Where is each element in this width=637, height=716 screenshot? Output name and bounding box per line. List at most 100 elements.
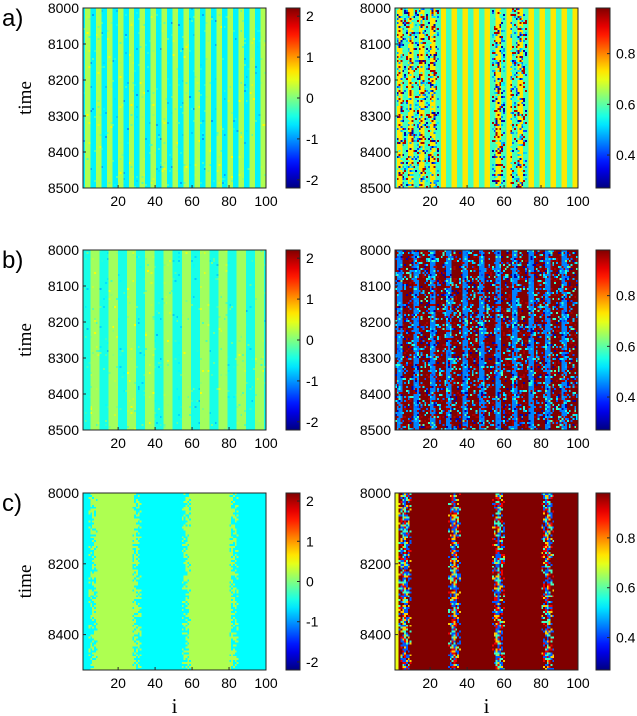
heatmap-cell xyxy=(227,22,234,25)
heatmap-cell xyxy=(198,158,201,161)
heatmap-cell xyxy=(156,116,163,119)
heatmap-cell xyxy=(244,98,250,101)
heatmap-cell xyxy=(163,120,168,123)
heatmap-cell xyxy=(106,46,113,49)
heatmap-cell xyxy=(83,156,86,159)
heatmap-cell xyxy=(90,12,97,15)
heatmap-cell xyxy=(161,162,164,165)
heatmap-cell xyxy=(424,32,431,35)
heatmap-cell xyxy=(84,84,91,87)
heatmap-cell xyxy=(201,64,207,67)
heatmap-cell xyxy=(161,34,168,37)
heatmap-cell xyxy=(183,144,190,147)
heatmap-cell xyxy=(134,32,139,35)
heatmap-cell xyxy=(405,32,409,35)
heatmap-cell xyxy=(95,42,102,45)
heatmap-cell xyxy=(178,54,185,57)
heatmap-cell xyxy=(435,42,442,45)
heatmap-cell xyxy=(218,182,221,185)
heatmap-cell xyxy=(117,160,124,163)
heatmap-cell xyxy=(255,50,261,53)
heatmap-cell xyxy=(545,30,551,33)
heatmap-cell xyxy=(163,166,168,169)
heatmap-cell xyxy=(424,18,427,21)
heatmap-cell xyxy=(112,60,115,63)
heatmap-cell xyxy=(205,146,212,149)
heatmap-cell xyxy=(150,110,157,113)
heatmap-cell xyxy=(145,110,152,113)
heatmap-cell xyxy=(167,166,172,169)
heatmap-cell xyxy=(484,50,491,53)
heatmap-cell xyxy=(415,32,418,35)
heatmap-cell xyxy=(396,20,401,23)
heatmap-cell xyxy=(150,180,157,183)
heatmap-cell xyxy=(90,134,97,137)
heatmap-cell xyxy=(156,26,163,29)
heatmap-cell xyxy=(106,130,113,133)
heatmap-cell xyxy=(479,24,486,27)
heatmap-cell xyxy=(117,142,120,145)
heatmap-cell xyxy=(158,170,161,173)
heatmap-cell xyxy=(103,166,108,169)
heatmap-cell xyxy=(249,106,256,109)
heatmap-cell xyxy=(205,162,212,165)
heatmap-cell xyxy=(90,158,97,161)
heatmap-cell xyxy=(145,180,152,183)
heatmap-cell xyxy=(183,184,190,187)
heatmap-cell xyxy=(90,116,95,119)
heatmap-cell xyxy=(249,138,256,141)
heatmap-cell xyxy=(490,14,497,17)
heatmap-cell xyxy=(123,68,130,71)
heatmap-cell xyxy=(244,164,250,167)
heatmap-cell xyxy=(227,76,234,79)
heatmap-cell xyxy=(484,8,491,11)
heatmap-cell xyxy=(83,90,86,93)
heatmap-cell xyxy=(567,10,573,13)
heatmap-cell xyxy=(90,86,93,89)
heatmap-cell xyxy=(84,100,91,103)
heatmap-cell xyxy=(260,44,265,47)
heatmap-cell xyxy=(165,122,168,125)
heatmap-cell xyxy=(150,182,153,185)
heatmap-cell xyxy=(172,118,179,121)
heatmap-cell xyxy=(112,94,119,97)
heatmap-cell xyxy=(163,170,168,173)
heatmap-cell xyxy=(513,10,517,13)
heatmap-cell xyxy=(264,72,267,75)
heatmap-cell xyxy=(233,58,239,61)
heatmap-cell xyxy=(473,48,480,51)
heatmap-cell xyxy=(216,42,223,45)
heatmap-cell xyxy=(238,50,245,53)
heatmap-cell xyxy=(260,16,267,19)
heatmap-cell xyxy=(247,68,250,71)
heatmap-cell xyxy=(121,158,124,161)
heatmap-cell xyxy=(84,184,91,187)
heatmap-cell xyxy=(90,120,97,123)
heatmap-cell xyxy=(429,54,432,57)
heatmap-cell xyxy=(572,44,579,47)
heatmap-cell xyxy=(572,50,579,53)
heatmap-cell xyxy=(426,36,429,39)
heatmap-cell xyxy=(115,184,119,187)
heatmap-cell xyxy=(172,146,177,149)
heatmap-cell xyxy=(526,44,529,47)
heatmap-cell xyxy=(222,160,228,163)
heatmap-cell xyxy=(211,118,217,121)
heatmap-cell xyxy=(462,48,469,51)
heatmap-cell xyxy=(156,48,161,51)
heatmap-cell xyxy=(418,20,422,23)
heatmap-cell xyxy=(205,152,212,155)
heatmap-cell xyxy=(446,52,453,55)
heatmap-cell xyxy=(165,98,168,101)
heatmap-cell xyxy=(145,36,152,39)
heatmap-cell xyxy=(227,64,234,67)
heatmap-cell xyxy=(407,58,411,61)
heatmap-cell xyxy=(128,184,135,187)
heatmap-cell xyxy=(165,168,168,171)
heatmap-cell xyxy=(117,42,120,45)
heatmap-cell xyxy=(526,46,529,49)
heatmap-cell xyxy=(260,86,267,89)
heatmap-cell xyxy=(545,50,551,53)
heatmap-cell xyxy=(178,56,185,59)
heatmap-cell xyxy=(222,118,228,121)
